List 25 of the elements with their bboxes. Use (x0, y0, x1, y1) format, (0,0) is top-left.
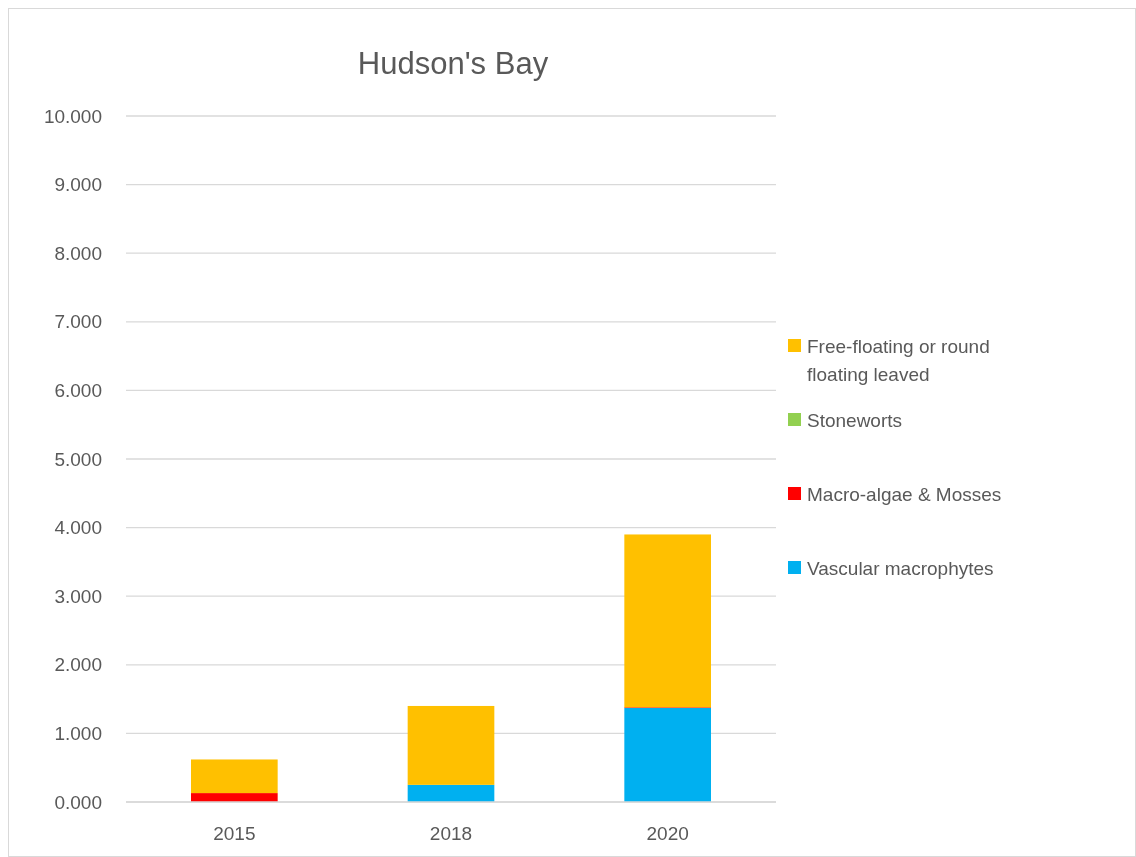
chart-title: Hudson's Bay (357, 46, 549, 81)
legend-label: Macro-algae & Mosses (807, 483, 1002, 505)
y-tick-label: 3.000 (54, 585, 102, 607)
bar (407, 784, 495, 802)
bar (191, 759, 278, 794)
bar (407, 705, 495, 785)
x-tick-label: 2018 (429, 823, 473, 844)
legend-label: Vascular macrophytes (807, 557, 994, 579)
bar (624, 708, 711, 802)
y-tick-label: 4.000 (54, 517, 102, 539)
y-tick-label: 9.000 (54, 174, 102, 196)
bar (191, 793, 278, 802)
y-tick-label: 0.000 (54, 791, 102, 813)
y-tick-label: 8.000 (54, 242, 102, 264)
y-tick-label: 5.000 (54, 448, 102, 470)
y-tick-label: 7.000 (54, 311, 102, 333)
y-tick-label: 10.000 (43, 105, 102, 127)
legend-label: Free-floating or round floating leaved (807, 335, 990, 386)
y-tick-label: 1.000 (54, 723, 102, 745)
x-tick-label: 2020 (646, 823, 689, 844)
bar (624, 534, 711, 708)
y-tick-label: 6.000 (54, 380, 102, 402)
y-tick-label: 2.000 (54, 654, 102, 676)
x-tick-label: 2015 (213, 823, 256, 844)
legend-label: Stoneworts (807, 409, 903, 431)
